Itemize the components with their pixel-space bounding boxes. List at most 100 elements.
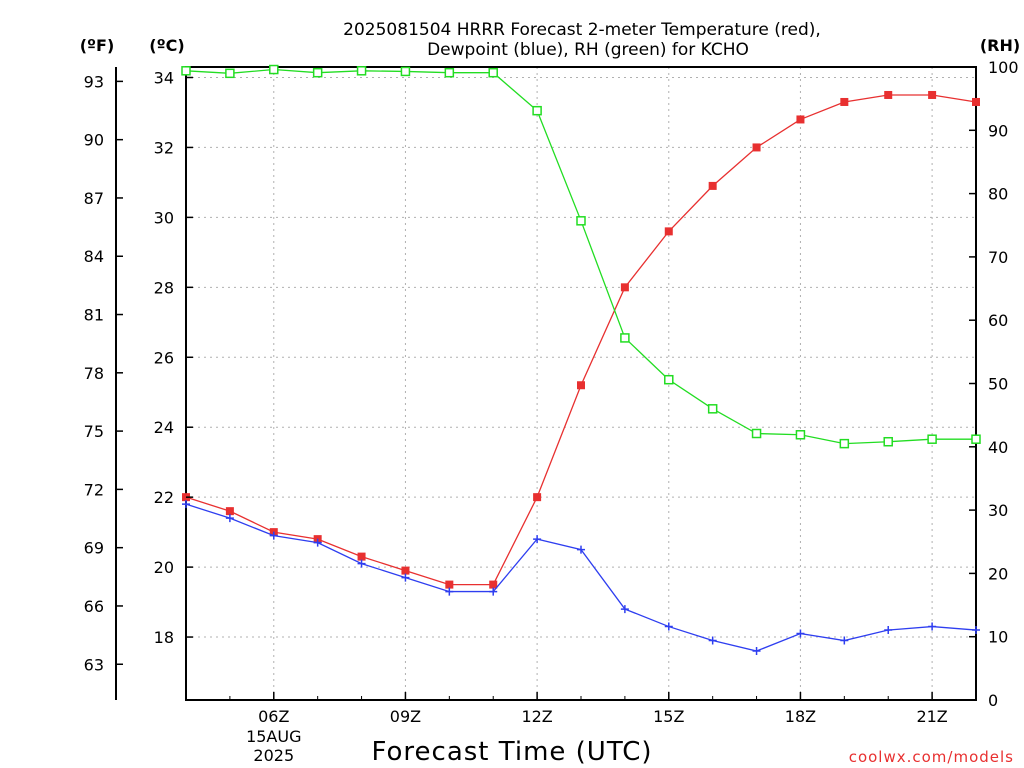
rh-point: [488, 67, 498, 78]
rh-tick-label: 30: [988, 501, 1008, 520]
fahrenheit-tick-label: 69: [84, 539, 104, 558]
dewpoint-point: [445, 587, 454, 596]
rh-point: [181, 66, 191, 76]
x-tick-label: 06Z: [258, 707, 289, 726]
rh-point: [400, 66, 411, 77]
rh-point: [356, 66, 367, 76]
x-tick-year-label: 2025: [253, 746, 294, 765]
celsius-tick-label: 22: [154, 488, 174, 507]
rh-point: [532, 105, 542, 116]
rh-point: [444, 67, 455, 78]
rh-tick-label: 20: [988, 564, 1008, 583]
temperature-point: [928, 90, 937, 99]
rh-point: [225, 68, 235, 79]
dewpoint-point: [796, 629, 805, 638]
fahrenheit-tick-label: 84: [84, 247, 104, 266]
temperature-point: [708, 181, 717, 190]
fahrenheit-tick-label: 81: [84, 306, 104, 325]
chart-title-line-1: 2025081504 HRRR Forecast 2-meter Tempera…: [343, 20, 821, 40]
x-tick-label: 12Z: [521, 707, 552, 726]
fahrenheit-unit-label: (ºF): [80, 36, 115, 55]
celsius-unit-label: (ºC): [149, 36, 184, 55]
dewpoint-point: [489, 587, 498, 596]
temperature-point: [752, 143, 761, 152]
celsius-tick-label: 26: [154, 348, 174, 367]
dewpoint-point: [269, 531, 278, 540]
temperature-point: [620, 283, 629, 292]
temperature-line: [185, 94, 977, 586]
fahrenheit-tick-label: 78: [84, 364, 104, 383]
dewpoint-point: [972, 626, 980, 635]
rh-tick-label: 70: [988, 248, 1008, 267]
rh-point: [707, 404, 718, 414]
chart-title-line-2: Dewpoint (blue), RH (green) for KCHO: [427, 40, 749, 60]
temperature-point: [225, 507, 234, 516]
rh-point: [751, 428, 762, 439]
x-tick-label: 15Z: [653, 707, 684, 726]
ticks-layer: 63 66 69 72 75 78 81 84 87 90 93 18 20 22 24 26 28 30 32 34…: [84, 58, 1019, 765]
celsius-tick-label: 32: [154, 138, 174, 157]
dewpoint-line: [185, 503, 977, 652]
dewpoint-point: [225, 514, 234, 523]
temperature-point: [664, 227, 673, 236]
fahrenheit-tick-label: 75: [84, 422, 104, 441]
dewpoint-point: [664, 622, 673, 631]
rh-point: [269, 64, 279, 75]
dewpoint-point: [401, 573, 410, 582]
celsius-tick-label: 30: [154, 208, 174, 227]
rh-tick-label: 60: [988, 311, 1008, 330]
temperature-point: [796, 115, 805, 124]
fahrenheit-tick-label: 63: [84, 655, 104, 674]
dewpoint-point: [928, 622, 937, 631]
temperature-point: [884, 90, 893, 99]
dewpoint-point: [182, 500, 190, 509]
rh-point: [883, 436, 893, 447]
x-axis-title: Forecast Time (UTC): [371, 737, 652, 767]
rh-point: [839, 438, 850, 449]
rh-point: [664, 374, 674, 385]
axes-layer: [115, 66, 977, 701]
fahrenheit-tick-label: 90: [84, 131, 104, 150]
temperature-point: [577, 381, 585, 390]
dewpoint-point: [577, 545, 585, 554]
temperature-point: [489, 580, 498, 589]
rh-unit-label: (RH): [980, 36, 1020, 55]
rh-point: [312, 67, 323, 78]
x-tick-label: 09Z: [390, 707, 421, 726]
rh-tick-label: 10: [988, 628, 1008, 647]
dewpoint-point: [313, 538, 322, 547]
rh-tick-label: 40: [988, 438, 1008, 457]
temperature-point: [972, 97, 980, 106]
x-tick-date-label: 15AUG: [246, 727, 301, 746]
celsius-tick-label: 28: [154, 278, 174, 297]
fahrenheit-tick-label: 72: [84, 480, 104, 499]
rh-point: [971, 434, 981, 444]
fahrenheit-tick-label: 93: [84, 72, 104, 91]
rh-point: [620, 333, 630, 343]
dewpoint-point: [752, 647, 761, 656]
fahrenheit-tick-label: 66: [84, 597, 104, 616]
temperature-point: [840, 97, 849, 106]
x-tick-label: 21Z: [916, 707, 947, 726]
rh-point: [576, 216, 586, 226]
dewpoint-point: [357, 559, 366, 568]
temperature-point: [357, 552, 366, 561]
rh-tick-label: 0: [988, 691, 998, 710]
rh-point: [927, 434, 937, 444]
dewpoint-point: [884, 626, 893, 635]
temperature-point: [445, 580, 454, 589]
rh-tick-label: 50: [988, 375, 1008, 394]
rh-tick-label: 100: [988, 58, 1019, 77]
temperature-point: [533, 493, 542, 502]
rh-tick-label: 90: [988, 121, 1008, 140]
celsius-tick-label: 20: [154, 558, 174, 577]
series-layer: [181, 64, 981, 656]
dewpoint-point: [840, 636, 849, 645]
celsius-tick-label: 34: [154, 68, 174, 87]
source-credit: coolwx.com/models: [849, 748, 1014, 766]
dewpoint-point: [620, 605, 629, 614]
celsius-tick-label: 24: [154, 418, 174, 437]
x-tick-label: 18Z: [785, 707, 816, 726]
rh-point: [795, 430, 806, 440]
